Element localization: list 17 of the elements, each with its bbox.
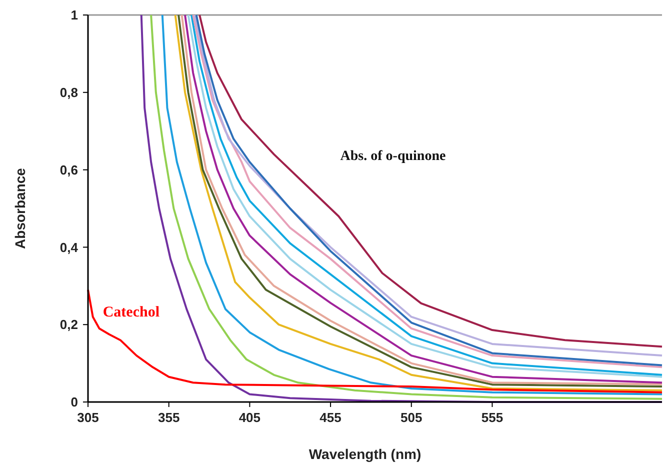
y-axis-title: Absorbance — [12, 168, 28, 249]
annotation: Abs. of o-quinone — [340, 149, 446, 164]
y-tick-label: 1 — [70, 8, 78, 23]
y-tick-label: 0,8 — [60, 84, 78, 100]
y-tick-label: 0,4 — [60, 240, 79, 255]
line-series — [87, 288, 663, 394]
x-axis-title: Wavelength (nm) — [308, 446, 422, 462]
y-tick-label: 0 — [70, 394, 78, 410]
x-tick-label: 405 — [238, 410, 261, 425]
series-label: Catechol — [102, 304, 160, 320]
x-tick-label: 355 — [158, 410, 180, 425]
x-tick-label: 505 — [400, 410, 422, 425]
x-tick-label: 555 — [481, 410, 504, 425]
y-tick-label: 0,6 — [60, 162, 78, 178]
y-tick-label: 0,2 — [60, 317, 78, 332]
x-tick-label: 305 — [77, 410, 99, 425]
x-tick-label: 455 — [320, 410, 342, 425]
